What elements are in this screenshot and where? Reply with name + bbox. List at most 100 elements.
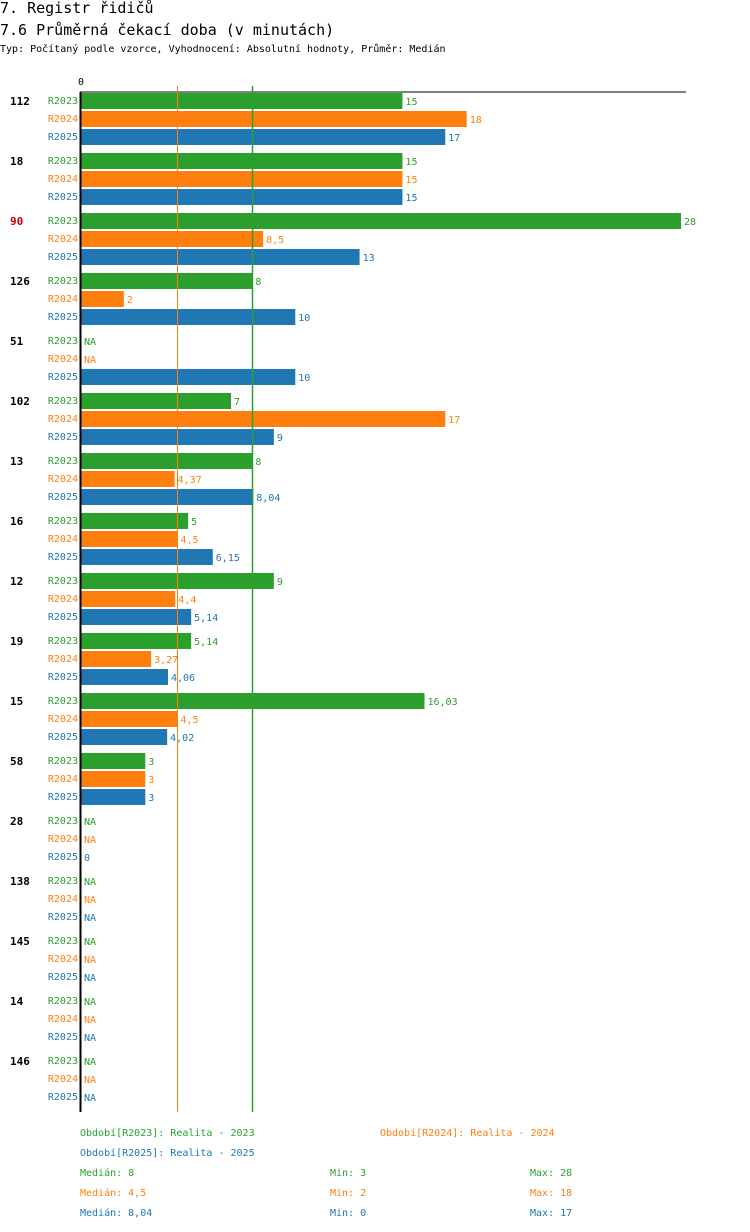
value-label-58-r2024: 3	[148, 775, 154, 786]
value-label-145-r2025: NA	[84, 973, 96, 984]
bar-19-r2025	[81, 669, 168, 685]
series-label-r2023: R2023	[48, 516, 78, 527]
bar-15-r2024	[81, 711, 178, 727]
value-label-14-r2024: NA	[84, 1015, 96, 1026]
value-label-146-r2025: NA	[84, 1093, 96, 1104]
bar-19-r2024	[81, 651, 152, 667]
value-label-15-r2024: 4,5	[180, 715, 198, 726]
series-label-r2024: R2024	[48, 1074, 78, 1085]
value-label-112-r2025: 17	[448, 133, 460, 144]
group-label-51: 51	[10, 335, 24, 348]
value-label-15-r2023: 16,03	[428, 697, 458, 708]
bar-90-r2025	[81, 249, 360, 265]
value-label-145-r2023: NA	[84, 937, 96, 948]
value-label-16-r2023: 5	[191, 517, 197, 528]
group-label-90: 90	[10, 215, 23, 228]
group-label-58: 58	[10, 755, 23, 768]
series-label-r2024: R2024	[48, 654, 78, 665]
value-label-90-r2025: 13	[363, 253, 375, 264]
series-label-r2025: R2025	[48, 1092, 78, 1103]
legend-r2025: Období[R2025]: Realita - 2025	[80, 1148, 255, 1159]
group-label-28: 28	[10, 815, 23, 828]
stat-min-r2023: Min: 3	[330, 1168, 367, 1179]
value-label-12-r2024: 4,4	[178, 595, 196, 606]
group-label-126: 126	[10, 275, 30, 288]
group-label-146: 146	[10, 1055, 30, 1068]
stat-min-r2024: Min: 2	[330, 1188, 367, 1199]
bar-112-r2024	[81, 111, 467, 127]
value-label-12-r2025: 5,14	[194, 613, 218, 624]
chart-meta: Typ: Počítaný podle vzorce, Vyhodnocení:…	[0, 44, 446, 55]
bar-chart: 0 112 R2023 15 R2024 18 R2025 17 18 R2023 15 R2024 1…	[10, 77, 696, 1112]
series-label-r2023: R2023	[48, 216, 78, 227]
value-label-13-r2025: 8,04	[256, 493, 280, 504]
series-label-r2025: R2025	[48, 972, 78, 983]
value-label-138-r2024: NA	[84, 895, 96, 906]
bar-16-r2025	[81, 549, 213, 565]
series-label-r2023: R2023	[48, 756, 78, 767]
series-label-r2023: R2023	[48, 696, 78, 707]
series-label-r2023: R2023	[48, 636, 78, 647]
series-label-r2023: R2023	[48, 396, 78, 407]
bar-18-r2024	[81, 171, 403, 187]
value-label-146-r2024: NA	[84, 1075, 96, 1086]
value-label-126-r2024: 2	[127, 295, 133, 306]
series-label-r2025: R2025	[48, 792, 78, 803]
series-label-r2023: R2023	[48, 576, 78, 587]
bar-51-r2025	[81, 369, 296, 385]
value-label-146-r2023: NA	[84, 1057, 96, 1068]
series-label-r2023: R2023	[48, 876, 78, 887]
series-label-r2024: R2024	[48, 714, 78, 725]
group-label-12: 12	[10, 575, 23, 588]
group-label-112: 112	[10, 95, 30, 108]
series-label-r2025: R2025	[48, 492, 78, 503]
series-label-r2024: R2024	[48, 174, 78, 185]
value-label-19-r2023: 5,14	[194, 637, 218, 648]
value-label-51-r2023: NA	[84, 337, 96, 348]
series-label-r2025: R2025	[48, 552, 78, 563]
group-label-18: 18	[10, 155, 23, 168]
series-label-r2024: R2024	[48, 594, 78, 605]
series-label-r2025: R2025	[48, 732, 78, 743]
bar-16-r2023	[81, 513, 189, 529]
value-label-138-r2023: NA	[84, 877, 96, 888]
value-label-90-r2023: 28	[684, 217, 696, 228]
value-label-12-r2023: 9	[277, 577, 283, 588]
bar-13-r2023	[81, 453, 253, 469]
bar-13-r2025	[81, 489, 254, 505]
value-label-28-r2023: NA	[84, 817, 96, 828]
value-label-28-r2024: NA	[84, 835, 96, 846]
series-label-r2024: R2024	[48, 894, 78, 905]
series-label-r2025: R2025	[48, 612, 78, 623]
bar-126-r2024	[81, 291, 124, 307]
value-label-19-r2024: 3,27	[154, 655, 178, 666]
value-label-18-r2023: 15	[405, 157, 417, 168]
bar-58-r2024	[81, 771, 146, 787]
series-label-r2024: R2024	[48, 354, 78, 365]
bar-102-r2023	[81, 393, 231, 409]
value-label-18-r2024: 15	[405, 175, 417, 186]
series-label-r2023: R2023	[48, 816, 78, 827]
bar-12-r2024	[81, 591, 176, 607]
bar-102-r2024	[81, 411, 446, 427]
bar-90-r2023	[81, 213, 681, 229]
bar-126-r2023	[81, 273, 253, 289]
series-label-r2024: R2024	[48, 534, 78, 545]
value-label-58-r2023: 3	[148, 757, 154, 768]
series-label-r2023: R2023	[48, 276, 78, 287]
value-label-102-r2025: 9	[277, 433, 283, 444]
value-label-112-r2024: 18	[470, 115, 482, 126]
series-label-r2025: R2025	[48, 852, 78, 863]
group-label-13: 13	[10, 455, 23, 468]
stat-median-r2024: Medián: 4,5	[80, 1188, 147, 1199]
series-label-r2023: R2023	[48, 96, 78, 107]
value-label-145-r2024: NA	[84, 955, 96, 966]
value-label-126-r2023: 8	[255, 277, 261, 288]
bar-18-r2025	[81, 189, 403, 205]
value-label-102-r2024: 17	[448, 415, 460, 426]
x-tick-label-0: 0	[78, 77, 84, 88]
series-label-r2024: R2024	[48, 834, 78, 845]
bar-15-r2025	[81, 729, 168, 745]
group-label-14: 14	[10, 995, 24, 1008]
page-title: 7. Registr řidičů	[0, 0, 154, 17]
